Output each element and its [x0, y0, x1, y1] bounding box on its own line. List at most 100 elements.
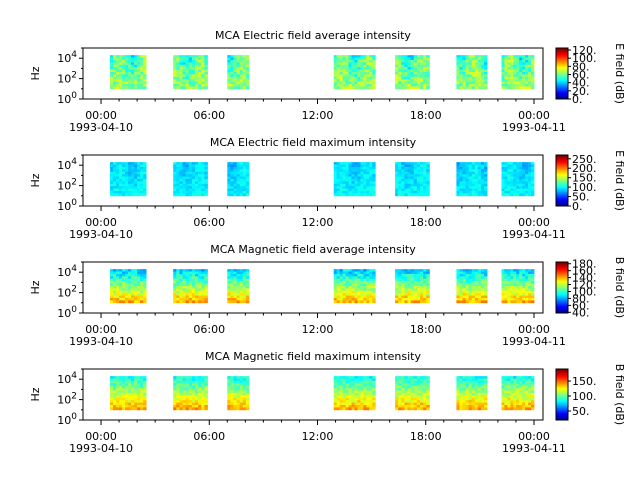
spectrogram-cell	[504, 397, 508, 401]
spectrogram-cell	[426, 81, 430, 85]
spectrogram-cell	[233, 79, 237, 82]
spectrogram-cell	[398, 293, 402, 296]
spectrogram-cell	[510, 174, 514, 177]
colorbar-segment	[556, 305, 568, 307]
spectrogram-cell	[125, 397, 129, 401]
spectrogram-cell	[204, 390, 208, 394]
spectrogram-cell	[176, 288, 180, 292]
spectrogram-cell	[230, 271, 234, 275]
spectrogram-cell	[137, 285, 141, 289]
colorbar-segment	[556, 189, 568, 192]
spectrogram-cell	[176, 273, 180, 277]
spectrogram-cell	[143, 169, 147, 173]
spectrogram-cell	[395, 407, 399, 411]
spectrogram-cell	[416, 171, 421, 175]
spectrogram-cell	[477, 169, 482, 173]
spectrogram-cell	[173, 188, 177, 192]
colorbar-segment	[556, 302, 568, 305]
spectrogram-cell	[426, 390, 430, 394]
spectrogram-cell	[459, 69, 463, 73]
spectrogram-cell	[413, 71, 418, 75]
spectrogram-cell	[426, 383, 430, 387]
spectrogram-cell	[456, 188, 460, 192]
spectrogram-cell	[230, 295, 234, 299]
spectrogram-cell	[342, 400, 346, 403]
spectrogram-cell	[426, 59, 430, 63]
spectrogram-cell	[398, 281, 402, 284]
spectrogram-cell	[351, 273, 355, 277]
spectrogram-cell	[513, 69, 517, 73]
spectrogram-cell	[348, 385, 352, 389]
spectrogram-cell	[179, 169, 183, 173]
spectrogram-cell	[423, 79, 427, 82]
spectrogram-cell	[516, 164, 520, 168]
spectrogram-cell	[333, 190, 338, 194]
spectrogram-cell	[456, 62, 460, 66]
spectrogram-cell	[110, 407, 114, 411]
spectrogram-cell	[531, 183, 535, 187]
spectrogram-cell	[227, 190, 231, 194]
spectrogram-cell	[140, 67, 144, 70]
spectrogram-cell	[351, 388, 355, 391]
spectrogram-cell	[423, 176, 427, 180]
spectrogram-cell	[516, 188, 520, 192]
spectrogram-cell	[357, 269, 361, 272]
spectrogram-cell	[423, 276, 427, 280]
spectrogram-cell	[239, 388, 244, 391]
spectrogram-cell	[342, 188, 346, 192]
spectrogram-cell	[525, 69, 529, 73]
spectrogram-cell	[420, 164, 424, 168]
spectrogram-cell	[176, 376, 180, 379]
spectrogram-cell	[333, 269, 338, 272]
spectrogram-cell	[510, 397, 514, 401]
spectrogram-cell	[342, 181, 346, 185]
spectrogram-cell	[348, 276, 352, 280]
spectrogram-cell	[516, 293, 520, 296]
spectrogram-cell	[339, 390, 344, 394]
spectrogram-cell	[360, 166, 364, 170]
spectrogram-cell	[245, 271, 250, 275]
spectrogram-cell	[191, 79, 196, 82]
spectrogram-cell	[137, 69, 141, 73]
spectrogram-cell	[360, 190, 364, 194]
spectrogram-cell	[462, 281, 467, 284]
spectrogram-cell	[179, 81, 183, 85]
spectrogram-cell	[351, 285, 355, 289]
spectrogram-cell	[401, 183, 405, 187]
spectrogram-cell	[507, 71, 511, 75]
spectrogram-cell	[398, 285, 402, 289]
spectrogram-cell	[122, 276, 126, 280]
spectrogram-cell	[525, 186, 529, 189]
spectrogram-cell	[201, 402, 205, 406]
spectrogram-cell	[239, 273, 244, 277]
spectrogram-cell	[426, 397, 430, 401]
spectrogram-cell	[245, 64, 250, 68]
spectrogram-cell	[372, 166, 376, 170]
spectrogram-cell	[198, 380, 202, 384]
spectrogram-cell	[465, 69, 470, 73]
spectrogram-cell	[372, 181, 376, 185]
spectrogram-cell	[348, 81, 352, 85]
spectrogram-cell	[339, 276, 344, 280]
spectrogram-cell	[369, 169, 373, 173]
spectrogram-cell	[522, 76, 526, 80]
spectrogram-cell	[242, 300, 247, 304]
spectrogram-cell	[198, 395, 202, 399]
spectrogram-cell	[137, 392, 141, 396]
spectrogram-cell	[459, 295, 463, 299]
spectrogram-cell	[198, 390, 202, 394]
y-tick-label: 100	[57, 412, 77, 427]
spectrogram-cell	[204, 295, 208, 299]
spectrogram-cell	[201, 281, 205, 284]
spectrogram-cell	[230, 174, 234, 177]
spectrogram-cell	[116, 181, 120, 185]
spectrogram-cell	[398, 186, 402, 189]
spectrogram-cell	[369, 400, 373, 403]
colorbar-segment	[556, 194, 568, 197]
spectrogram-cell	[122, 385, 126, 389]
spectrogram-cell	[339, 64, 344, 68]
spectrogram-cell	[416, 269, 421, 272]
colorbar-segment	[556, 369, 568, 372]
spectrogram-cell	[122, 392, 126, 396]
spectrogram-cell	[179, 295, 183, 299]
